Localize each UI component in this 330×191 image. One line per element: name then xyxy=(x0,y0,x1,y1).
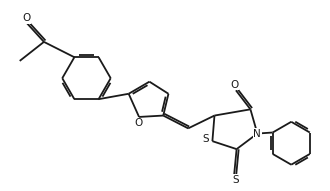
Text: S: S xyxy=(232,175,239,185)
Text: O: O xyxy=(134,118,143,128)
Text: N: N xyxy=(253,129,261,138)
Text: S: S xyxy=(203,134,210,144)
Text: O: O xyxy=(22,13,31,23)
Text: O: O xyxy=(230,80,238,90)
